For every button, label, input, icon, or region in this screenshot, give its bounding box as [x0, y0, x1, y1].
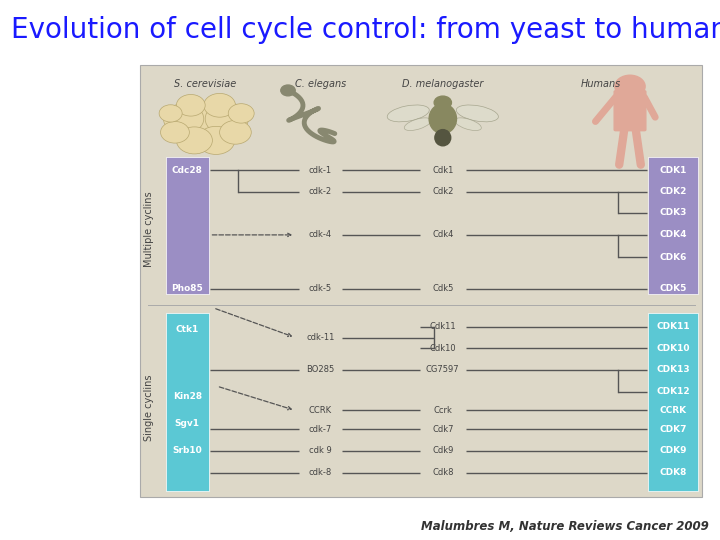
- FancyBboxPatch shape: [614, 91, 646, 131]
- Text: CDK8: CDK8: [660, 468, 687, 477]
- Text: CG7597: CG7597: [426, 366, 459, 374]
- Text: BO285: BO285: [306, 366, 335, 374]
- Circle shape: [281, 85, 295, 96]
- Circle shape: [176, 127, 212, 154]
- Ellipse shape: [387, 105, 429, 122]
- Text: Cdk1: Cdk1: [432, 166, 454, 174]
- Circle shape: [205, 103, 248, 135]
- Text: CDK1: CDK1: [660, 166, 687, 174]
- Text: Pho85: Pho85: [171, 285, 203, 293]
- Circle shape: [178, 104, 233, 145]
- Text: CDK5: CDK5: [660, 285, 687, 293]
- FancyBboxPatch shape: [648, 157, 698, 294]
- Text: Evolution of cell cycle control: from yeast to humans: Evolution of cell cycle control: from ye…: [11, 16, 720, 44]
- Text: cdk-8: cdk-8: [309, 468, 332, 477]
- Text: CDK2: CDK2: [660, 187, 687, 196]
- Ellipse shape: [456, 105, 498, 122]
- Text: C. elegans: C. elegans: [294, 79, 346, 89]
- Text: CDK9: CDK9: [660, 447, 687, 455]
- Text: Cdk5: Cdk5: [432, 285, 454, 293]
- Text: Sgv1: Sgv1: [175, 420, 199, 428]
- Circle shape: [204, 93, 235, 117]
- Text: Srb10: Srb10: [172, 447, 202, 455]
- Ellipse shape: [454, 118, 482, 131]
- Text: D. melanogaster: D. melanogaster: [402, 79, 484, 89]
- Text: Cdk7: Cdk7: [432, 425, 454, 434]
- Text: Ctk1: Ctk1: [176, 325, 199, 334]
- Text: Cdc28: Cdc28: [172, 166, 202, 174]
- Text: CDK6: CDK6: [660, 253, 687, 261]
- Text: CCRK: CCRK: [660, 406, 687, 415]
- Text: CDK10: CDK10: [657, 344, 690, 353]
- Text: Cdk11: Cdk11: [430, 322, 456, 331]
- FancyBboxPatch shape: [166, 157, 209, 294]
- Text: Cdk9: Cdk9: [432, 447, 454, 455]
- Text: cdk 9: cdk 9: [309, 447, 332, 455]
- Text: cdk-5: cdk-5: [309, 285, 332, 293]
- Text: cdk-2: cdk-2: [309, 187, 332, 196]
- FancyBboxPatch shape: [140, 65, 702, 497]
- Circle shape: [434, 96, 451, 109]
- Text: Cdk8: Cdk8: [432, 468, 454, 477]
- Text: Cdk2: Cdk2: [432, 187, 454, 196]
- Circle shape: [161, 122, 189, 143]
- Ellipse shape: [429, 104, 456, 134]
- Text: S. cerevisiae: S. cerevisiae: [174, 79, 236, 89]
- FancyBboxPatch shape: [166, 313, 209, 491]
- Text: Humans: Humans: [581, 79, 621, 89]
- Ellipse shape: [404, 118, 431, 131]
- Text: Ccrk: Ccrk: [433, 406, 452, 415]
- Circle shape: [163, 104, 204, 134]
- Text: Cdk4: Cdk4: [432, 231, 454, 239]
- Circle shape: [197, 126, 235, 154]
- Text: CDK3: CDK3: [660, 208, 687, 217]
- Circle shape: [614, 75, 646, 98]
- Circle shape: [176, 94, 205, 116]
- Text: cdk-4: cdk-4: [309, 231, 332, 239]
- Text: CCRK: CCRK: [309, 406, 332, 415]
- Circle shape: [159, 105, 182, 122]
- Text: CDK11: CDK11: [657, 322, 690, 331]
- Text: Kin28: Kin28: [173, 393, 202, 401]
- Text: CDK12: CDK12: [657, 387, 690, 396]
- Text: cdk-11: cdk-11: [306, 333, 335, 342]
- Text: cdk-1: cdk-1: [309, 166, 332, 174]
- Circle shape: [220, 120, 251, 144]
- Text: CDK7: CDK7: [660, 425, 687, 434]
- Text: Single cyclins: Single cyclins: [144, 374, 154, 441]
- Circle shape: [228, 104, 254, 123]
- FancyBboxPatch shape: [648, 313, 698, 491]
- Text: cdk-7: cdk-7: [309, 425, 332, 434]
- Ellipse shape: [435, 130, 451, 146]
- Text: Malumbres M, Nature Reviews Cancer 2009: Malumbres M, Nature Reviews Cancer 2009: [421, 520, 709, 533]
- Text: CDK4: CDK4: [660, 231, 687, 239]
- Text: Cdk10: Cdk10: [430, 344, 456, 353]
- Text: Multiple cyclins: Multiple cyclins: [144, 192, 154, 267]
- Text: CDK13: CDK13: [657, 366, 690, 374]
